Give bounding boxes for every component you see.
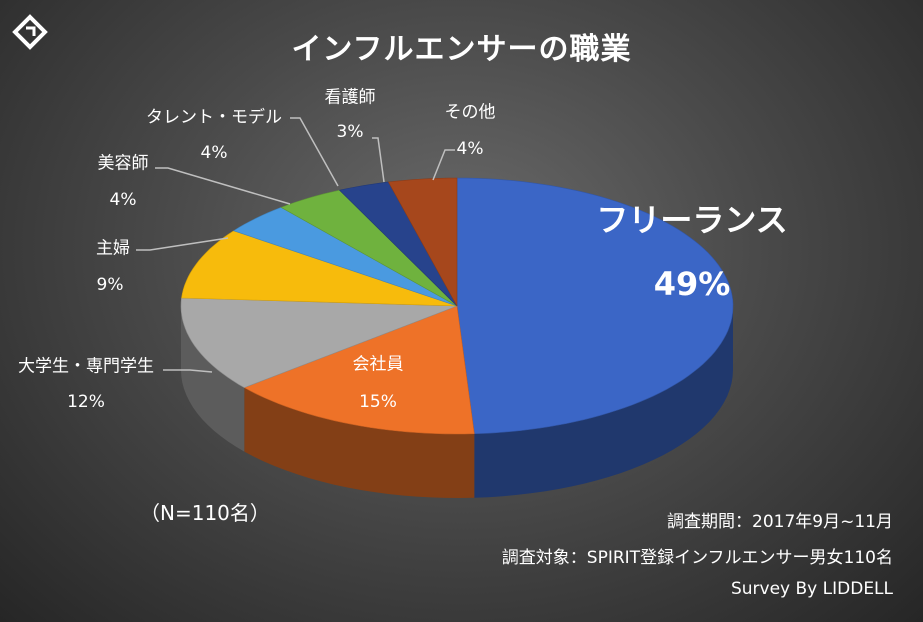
leader-line-6 [372,137,385,183]
pie-slice-0 [456,177,734,435]
pie-slice-7 [387,177,458,307]
slice-label-2: 大学生・専門学生 [18,356,154,377]
slice-label-6: 看護師 [324,87,376,108]
slice-percent-4: 4% [109,190,137,210]
slice-percent-2: 12% [67,392,105,412]
leader-line-4 [155,167,291,205]
leader-line-2 [163,369,213,373]
slice-percent-6: 3% [336,122,364,142]
slice-percent-1: 15% [359,392,397,412]
pie-slice-4 [233,207,458,307]
leader-line-5 [290,117,339,187]
slice-label-0: フリーランス [596,201,788,239]
survey-period: 調査期間：2017年9月~11月 [667,512,893,532]
slice-label-4: 美容師 [97,153,149,174]
logo-icon [12,14,48,50]
survey-credit: Survey By LIDDELL [730,579,893,599]
pie-slice-1 [243,305,475,435]
slice-percent-3: 9% [96,275,124,295]
slice-percent-0: 49% [653,265,731,303]
sample-size: （N=110名） [140,501,270,525]
pie-slice-5 [280,189,458,307]
slice-label-5: タレント・モデル [146,107,282,128]
slice-side-0 [474,306,733,498]
leader-line-7 [432,149,455,181]
slice-label-3: 主婦 [96,238,130,259]
pie-slice-2 [180,297,458,388]
chart-title: インフルエンサーの職業 [291,32,632,67]
slice-label-1: 会社員 [352,354,404,375]
slice-percent-5: 4% [200,143,228,163]
pie-slice-6 [338,181,458,307]
slice-side-2 [181,306,245,452]
slice-percent-7: 4% [456,139,484,159]
slice-label-7: その他 [444,102,496,123]
leader-line-3 [136,237,229,251]
slice-side-1 [244,387,475,498]
survey-target: 調査対象：SPIRIT登録インフルエンサー男女110名 [501,548,893,568]
